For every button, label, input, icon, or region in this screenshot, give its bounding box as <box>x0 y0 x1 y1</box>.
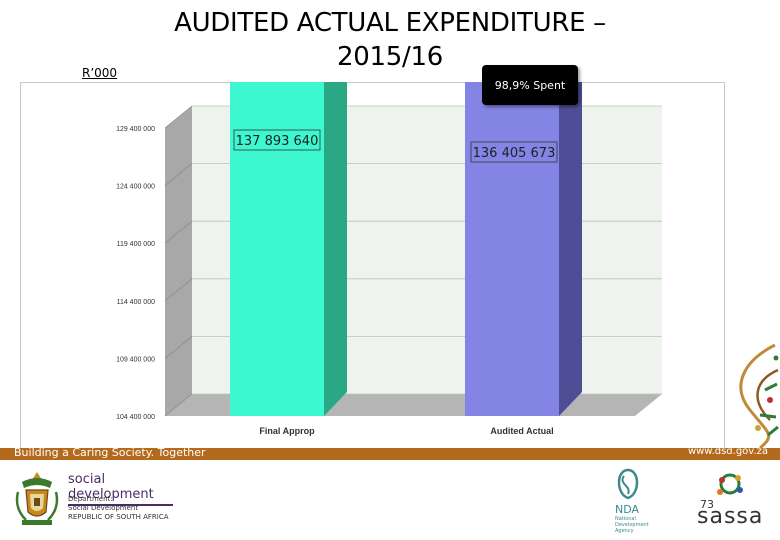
gridline-side <box>164 105 193 129</box>
title-line-2: 2015/16 <box>337 42 443 72</box>
y-tick-label: 119 400 000 <box>117 241 156 248</box>
nda-sub-line-3: Agency <box>615 528 634 534</box>
nda-sub-line-1: National <box>615 516 636 522</box>
title-line-1: AUDITED ACTUAL EXPENDITURE – <box>174 8 606 38</box>
plot-side-wall <box>165 106 192 416</box>
slide-title: AUDITED ACTUAL EXPENDITURE – 2015/16 <box>130 6 650 74</box>
nda-sub-line-2: Development <box>615 522 649 528</box>
department-line-1: Department: <box>68 495 113 503</box>
x-category-label: Audited Actual <box>490 426 553 436</box>
x-category-label: Final Approp <box>259 426 315 436</box>
decorative-swirl-graphic <box>739 343 779 450</box>
bar-side <box>324 82 347 416</box>
y-tick-label: 104 400 000 <box>116 414 155 421</box>
nda-name: NDA <box>615 503 640 516</box>
footer-website: www.dsd.gov.za <box>687 446 768 457</box>
y-tick-label: 124 400 000 <box>116 184 155 191</box>
data-label-box <box>470 141 558 163</box>
y-tick-label: 109 400 000 <box>116 356 155 363</box>
bar-side <box>559 82 582 416</box>
footer-tagline: Building a Caring Society. Together <box>14 446 206 459</box>
nda-logo-icon <box>617 468 639 500</box>
gridline-side <box>164 220 193 244</box>
department-details: Department: Social Development REPUBLIC … <box>68 495 169 522</box>
data-label-box <box>233 129 321 151</box>
data-label: 136 405 673 <box>473 146 556 161</box>
unit-label: R’000 <box>82 66 118 80</box>
gridline-side <box>164 163 193 186</box>
sassa-name: sassa <box>697 504 764 529</box>
department-name: social development <box>68 472 173 506</box>
bar <box>230 82 324 417</box>
nda-subtitle: National Development Agency <box>615 516 649 534</box>
sassa-logo-icon <box>717 473 743 495</box>
bar-chart: 104 400 000 109 400 000 114 400 000 119 400… <box>116 82 662 436</box>
y-tick-label: 129 400 000 <box>116 126 155 133</box>
data-label: 137 893 640 <box>236 134 319 149</box>
y-tick-label: 114 400 000 <box>117 299 156 306</box>
department-line-3: REPUBLIC OF SOUTH AFRICA <box>68 513 169 521</box>
coat-of-arms-icon <box>15 472 59 525</box>
department-line-2: Social Development <box>68 504 139 512</box>
gridline-side <box>164 393 193 417</box>
spent-badge: 98,9% Spent <box>482 65 578 105</box>
footer-band <box>0 448 780 460</box>
bar <box>465 82 559 416</box>
gridline-side <box>164 278 193 302</box>
page-number: 73 <box>700 498 714 511</box>
gridline-side <box>164 336 193 359</box>
